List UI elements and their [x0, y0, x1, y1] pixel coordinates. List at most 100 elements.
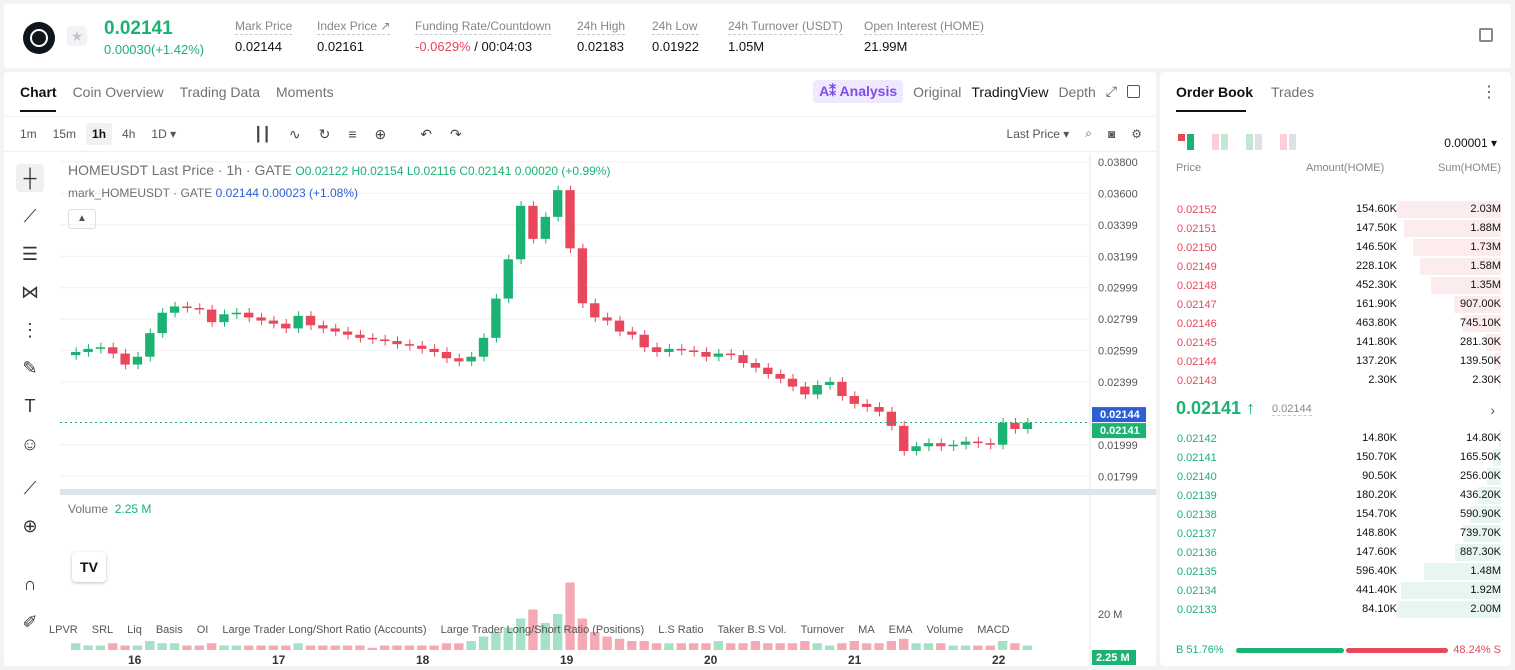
- ask-row[interactable]: 0.02152 154.60K 2.03M: [1160, 200, 1511, 219]
- settings-gear-icon[interactable]: ⚙: [1131, 126, 1142, 141]
- tab-trades[interactable]: Trades: [1271, 84, 1315, 100]
- indicator-1[interactable]: SRL: [91, 624, 114, 636]
- indicator-3[interactable]: Basis: [155, 624, 183, 636]
- ask-row[interactable]: 0.02145 141.80K 281.30K: [1160, 333, 1511, 352]
- indicator-13[interactable]: MACD: [977, 624, 1010, 636]
- add-indicator-icon[interactable]: ⊕: [374, 126, 387, 142]
- fullscreen-icon[interactable]: [1127, 85, 1140, 98]
- bid-row[interactable]: 0.02135 596.40K 1.48M: [1160, 562, 1511, 581]
- ask-row[interactable]: 0.02143 2.30K 2.30K: [1160, 371, 1511, 390]
- collapse-legend-button[interactable]: ▲: [68, 209, 96, 229]
- bid-row[interactable]: 0.02142 14.80K 14.80K: [1160, 429, 1511, 448]
- fib-icon[interactable]: ⋮: [21, 320, 39, 340]
- indicator-2[interactable]: Liq: [127, 624, 142, 636]
- ask-row[interactable]: 0.02148 452.30K 1.35M: [1160, 276, 1511, 295]
- bid-row[interactable]: 0.02139 180.20K 436.20K: [1160, 486, 1511, 505]
- parallel-lines-icon[interactable]: ☰: [21, 244, 39, 264]
- tab-depth[interactable]: Depth: [1058, 83, 1096, 100]
- bid-amount: 147.60K: [1356, 546, 1397, 558]
- undo-icon[interactable]: ↶: [420, 126, 432, 142]
- templates-icon[interactable]: ≡: [348, 126, 357, 142]
- candle-body: [1022, 422, 1032, 429]
- bid-row[interactable]: 0.02138 154.70K 590.90K: [1160, 505, 1511, 524]
- ask-row[interactable]: 0.02146 463.80K 745.10K: [1160, 314, 1511, 333]
- indicator-7[interactable]: L.S Ratio: [658, 624, 704, 636]
- ask-row[interactable]: 0.02150 146.50K 1.73M: [1160, 238, 1511, 257]
- interval-15m[interactable]: 15m: [52, 127, 77, 141]
- price-type-select[interactable]: Last Price ▾: [1006, 126, 1070, 141]
- magnet-icon[interactable]: ∩: [23, 574, 37, 594]
- ask-row[interactable]: 0.02144 137.20K 139.50K: [1160, 352, 1511, 371]
- candle-body: [206, 309, 217, 323]
- volume-bar: [577, 618, 588, 650]
- tab-coin-overview[interactable]: Coin Overview: [72, 84, 164, 100]
- bid-row[interactable]: 0.02136 147.60K 887.30K: [1160, 543, 1511, 562]
- ai-analysis-button[interactable]: A⁑ Analysis: [813, 80, 904, 103]
- emoji-icon[interactable]: ☺: [20, 434, 40, 454]
- trendline-icon[interactable]: ⟋: [23, 206, 37, 226]
- view-mixed-icon[interactable]: [1212, 134, 1228, 150]
- ask-price: 0.02143: [1177, 375, 1217, 387]
- crosshair-icon[interactable]: ┼: [16, 164, 44, 192]
- tab-order-book[interactable]: Order Book: [1176, 84, 1254, 100]
- indicator-4[interactable]: OI: [196, 624, 209, 636]
- indicator-10[interactable]: MA: [858, 624, 875, 636]
- interval-4h[interactable]: 4h: [122, 127, 136, 141]
- indicator-8[interactable]: Taker B.S Vol.: [717, 624, 787, 636]
- indicator-11[interactable]: EMA: [888, 624, 913, 636]
- camera-icon[interactable]: ◙: [1107, 126, 1116, 141]
- volume-legend: Volume 2.25 M: [68, 502, 152, 516]
- stat-index-price[interactable]: Index Price ↗ 0.02161: [317, 19, 391, 54]
- pencil-icon[interactable]: ✐: [22, 612, 38, 632]
- indicators-icon[interactable]: ∿: [288, 126, 301, 142]
- ask-depth-bar: [1397, 201, 1501, 218]
- ask-row[interactable]: 0.02151 147.50K 1.88M: [1160, 219, 1511, 238]
- indicator-5[interactable]: Large Trader Long/Short Ratio (Accounts): [222, 624, 427, 636]
- tab-moments[interactable]: Moments: [276, 84, 334, 100]
- interval-1d[interactable]: 1D ▾: [151, 127, 177, 141]
- price-chart[interactable]: 0.03800 0.03600 0.03399 0.03199 0.02999 0.027…: [4, 154, 1156, 666]
- indicator-9[interactable]: Turnover: [800, 624, 845, 636]
- tab-chart[interactable]: Chart: [20, 84, 57, 100]
- tab-original[interactable]: Original: [913, 83, 962, 100]
- precision-select[interactable]: 0.00001 ▾: [1444, 136, 1497, 150]
- layout-icon[interactable]: [1479, 28, 1493, 42]
- interval-1h[interactable]: 1h: [86, 123, 113, 145]
- view-bids-icon[interactable]: [1246, 134, 1262, 150]
- pattern-icon[interactable]: ⋈: [21, 282, 39, 302]
- indicator-6[interactable]: Large Trader Long/Short Ratio (Positions…: [440, 624, 645, 636]
- ask-sum: 1.73M: [1470, 241, 1501, 253]
- candle-body: [71, 352, 81, 356]
- tab-tradingview[interactable]: TradingView: [971, 83, 1049, 100]
- ask-price: 0.02146: [1177, 318, 1217, 330]
- volume-bar: [651, 643, 662, 650]
- replay-icon[interactable]: ↻: [318, 126, 331, 142]
- ruler-icon[interactable]: ⟋: [23, 478, 37, 498]
- view-both-icon[interactable]: [1178, 134, 1194, 150]
- mark-legend-name: mark_HOMEUSDT · GATE: [68, 186, 213, 200]
- search-icon[interactable]: ⌕: [1085, 126, 1092, 140]
- ask-row[interactable]: 0.02147 161.90K 907.00K: [1160, 295, 1511, 314]
- bid-row[interactable]: 0.02141 150.70K 165.50K: [1160, 448, 1511, 467]
- favorite-star-icon[interactable]: ★: [67, 26, 87, 46]
- bid-row[interactable]: 0.02133 84.10K 2.00M: [1160, 600, 1511, 619]
- ask-row[interactable]: 0.02149 228.10K 1.58M: [1160, 257, 1511, 276]
- chevron-right-icon[interactable]: ›: [1490, 402, 1495, 418]
- tab-trading-data[interactable]: Trading Data: [179, 84, 261, 100]
- candle-body: [478, 337, 489, 357]
- indicator-12[interactable]: Volume: [926, 624, 964, 636]
- expand-icon[interactable]: ⤢: [1105, 83, 1117, 99]
- more-options-icon[interactable]: ⋮: [1481, 84, 1497, 101]
- indicator-0[interactable]: LPVR: [49, 624, 78, 636]
- interval-1m[interactable]: 1m: [20, 127, 37, 141]
- view-asks-icon[interactable]: [1280, 134, 1296, 150]
- ask-price: 0.02151: [1177, 223, 1217, 235]
- candles-icon[interactable]: ┃┃: [254, 126, 271, 142]
- redo-icon[interactable]: ↷: [449, 126, 462, 142]
- brush-icon[interactable]: ✎: [22, 358, 38, 378]
- bid-row[interactable]: 0.02137 148.80K 739.70K: [1160, 524, 1511, 543]
- zoom-icon[interactable]: ⊕: [22, 516, 38, 536]
- bid-row[interactable]: 0.02134 441.40K 1.92M: [1160, 581, 1511, 600]
- text-icon[interactable]: T: [24, 396, 36, 416]
- bid-row[interactable]: 0.02140 90.50K 256.00K: [1160, 467, 1511, 486]
